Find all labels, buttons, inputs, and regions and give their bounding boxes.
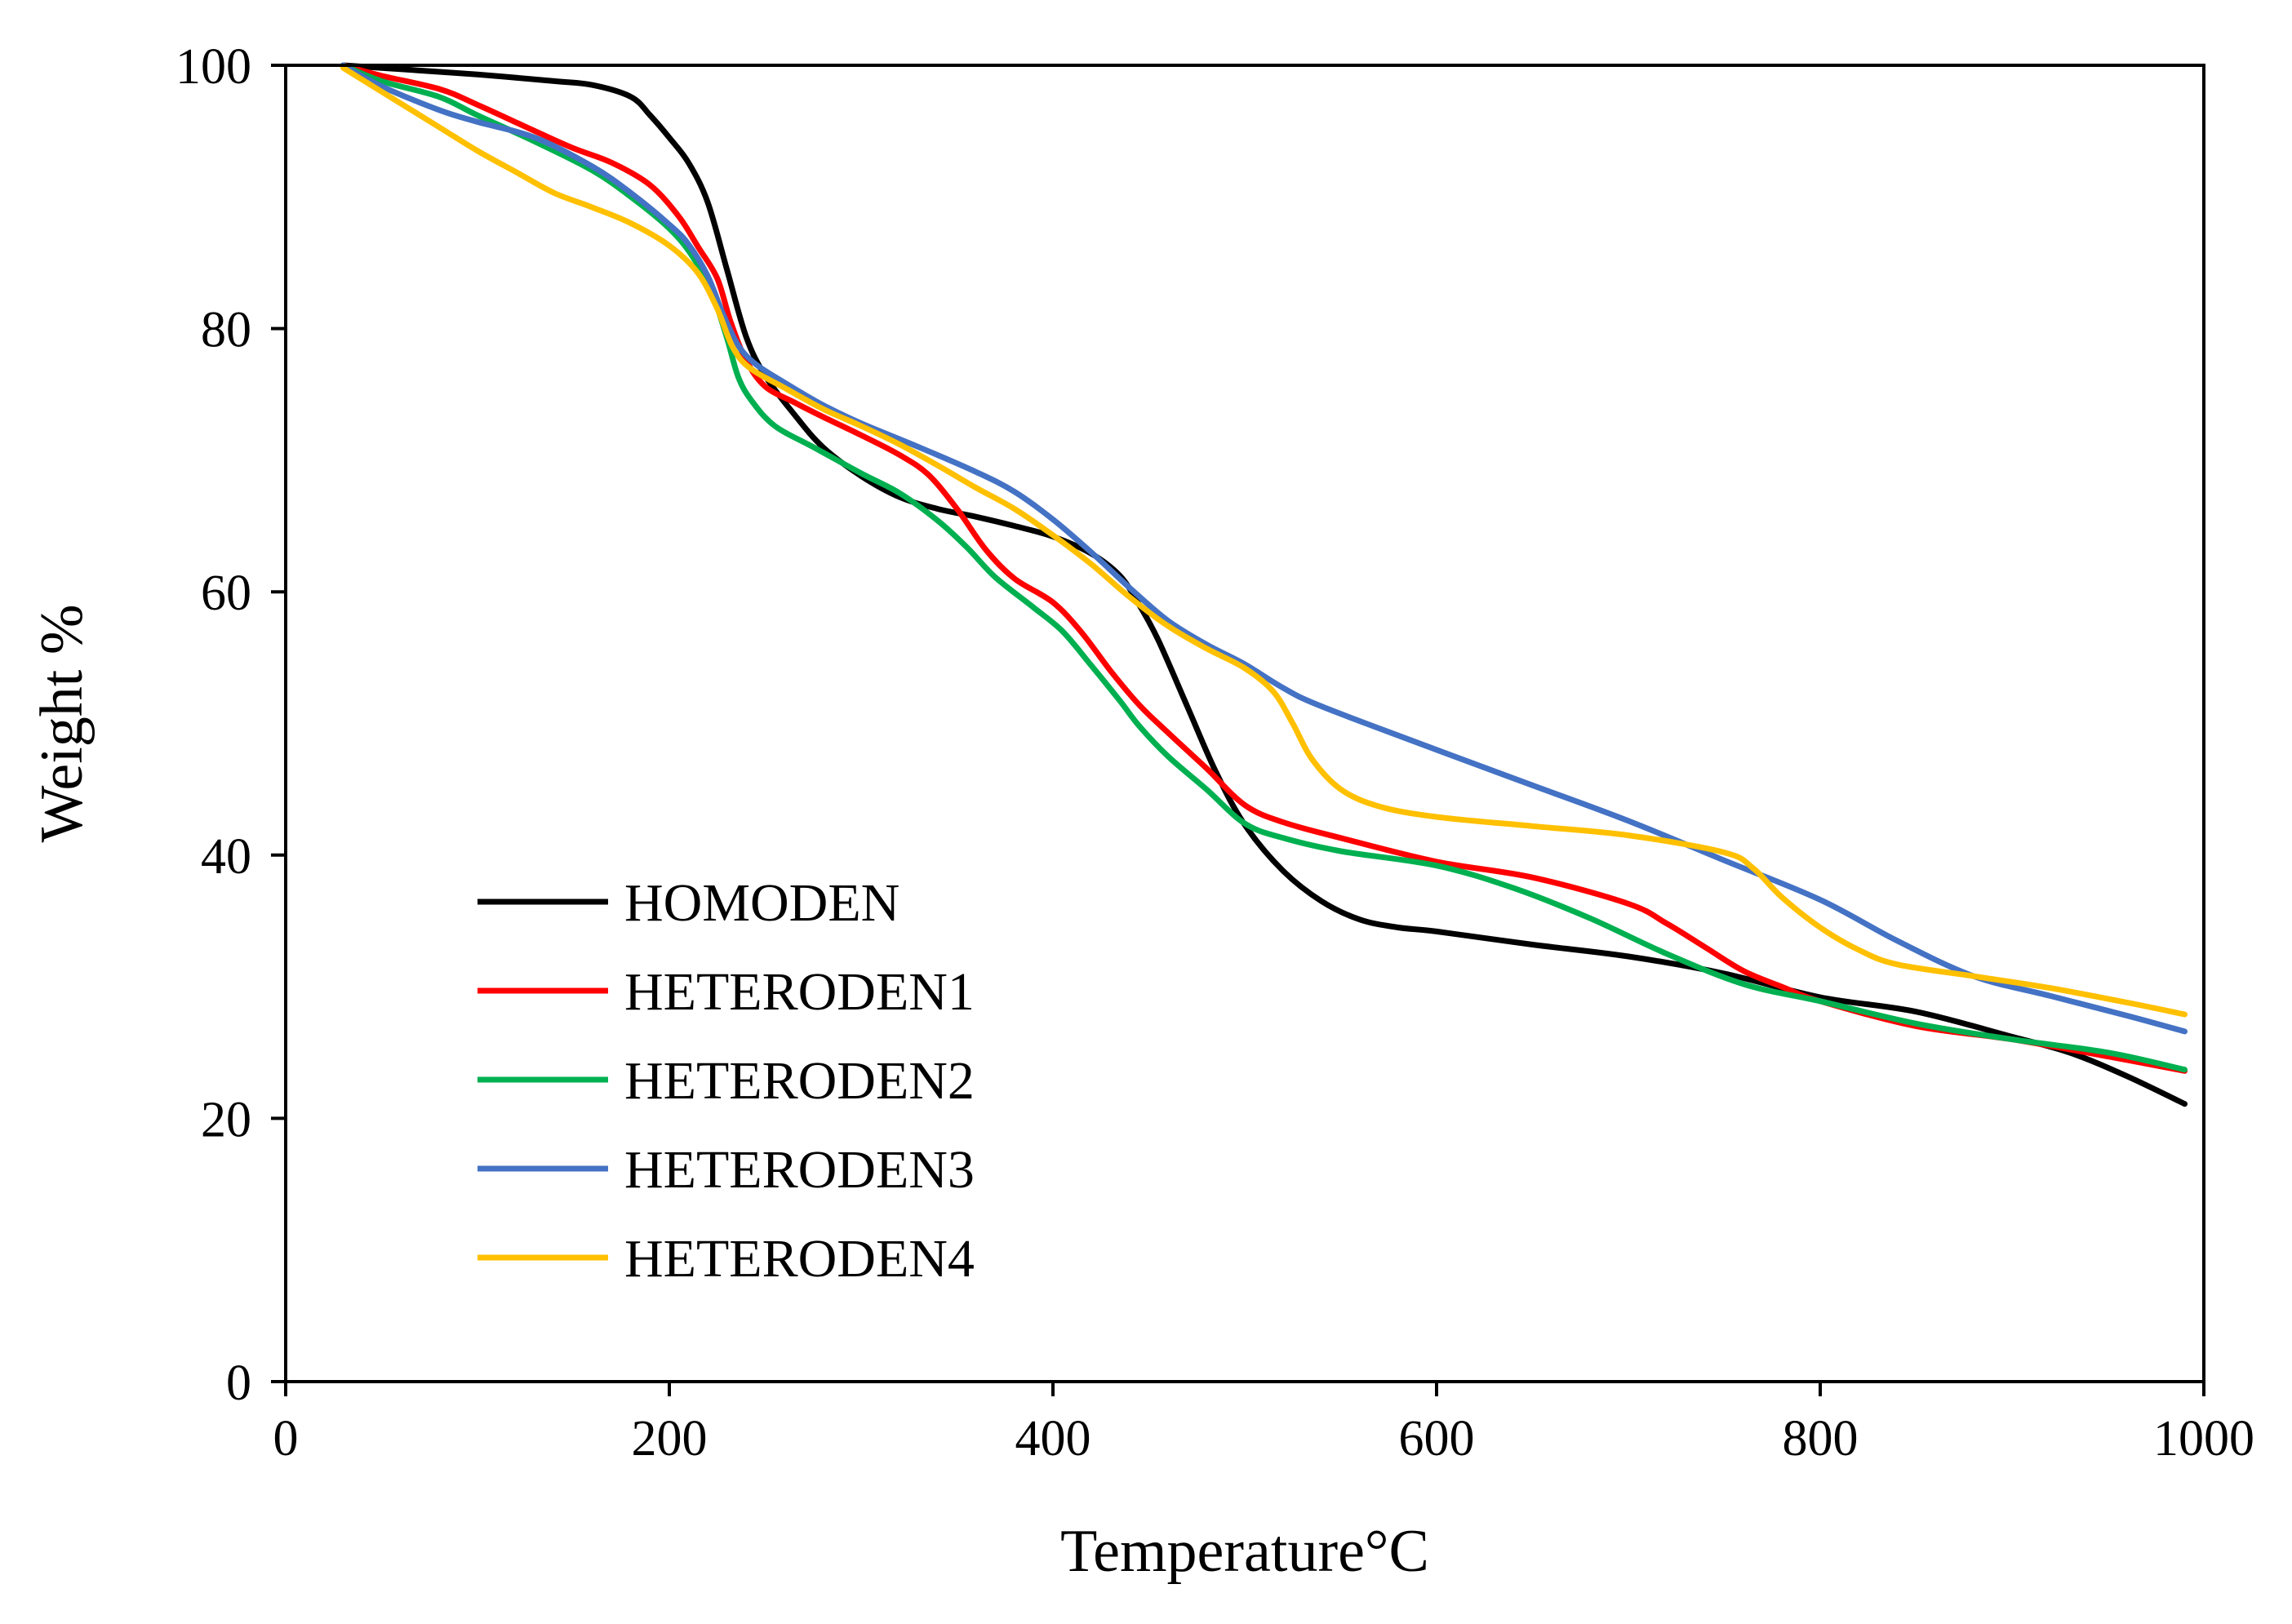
legend-label: HETERODEN3 bbox=[624, 1140, 975, 1200]
legend-item: HETERODEN2 bbox=[478, 1051, 975, 1111]
x-tick-label: 400 bbox=[1015, 1411, 1091, 1466]
series-line-heteroden1 bbox=[340, 62, 2188, 1074]
legend-item: HETERODEN3 bbox=[478, 1140, 975, 1200]
y-tick-label: 20 bbox=[201, 1092, 251, 1147]
legend-label: HETERODEN1 bbox=[624, 962, 975, 1022]
y-tick-label: 80 bbox=[201, 303, 251, 358]
x-tick-label: 0 bbox=[273, 1411, 299, 1466]
legend: HOMODEN HETERODEN1 HETERODEN2 HETERODEN3 HET… bbox=[478, 873, 975, 1289]
legend-item: HETERODEN1 bbox=[478, 962, 975, 1022]
series-layer bbox=[340, 62, 2188, 1107]
ticks-layer: 0 200 400 600 800 1000 0 20 40 60 80 100 bbox=[175, 39, 2254, 1466]
legend-label: HOMODEN bbox=[624, 873, 899, 933]
legend-label: HETERODEN4 bbox=[624, 1229, 975, 1289]
y-tick-label: 60 bbox=[201, 566, 251, 621]
legend-label: HETERODEN2 bbox=[624, 1051, 975, 1111]
y-tick-label: 0 bbox=[226, 1356, 251, 1411]
series-line-heteroden4 bbox=[340, 64, 2188, 1018]
legend-item: HETERODEN4 bbox=[478, 1229, 975, 1289]
y-axis-title: Weight % bbox=[29, 604, 96, 842]
y-tick-label: 100 bbox=[175, 39, 251, 95]
series-line-heteroden3 bbox=[340, 62, 2188, 1035]
x-tick-label: 200 bbox=[632, 1411, 708, 1466]
legend-item: HOMODEN bbox=[478, 873, 899, 933]
x-tick-label: 800 bbox=[1783, 1411, 1859, 1466]
plot-frame bbox=[284, 64, 2205, 1383]
x-axis-title: Temperature°C bbox=[1060, 1518, 1429, 1585]
x-tick-label: 1000 bbox=[2153, 1411, 2254, 1466]
x-tick-label: 600 bbox=[1399, 1411, 1475, 1466]
y-tick-label: 40 bbox=[201, 829, 251, 885]
